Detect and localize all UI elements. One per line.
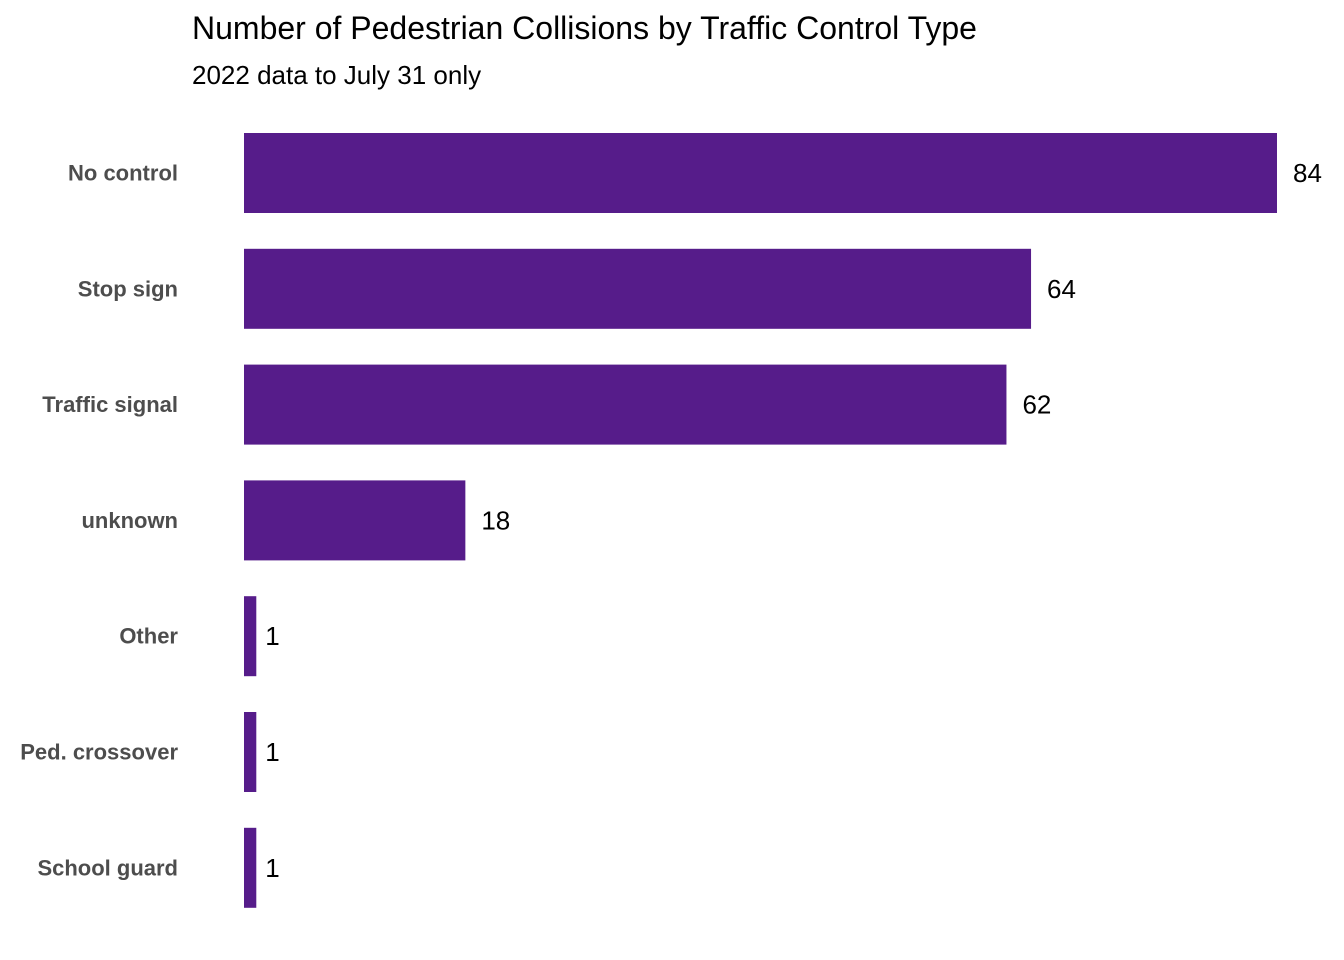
bar-no-control — [244, 133, 1277, 213]
category-label-no-control: No control — [68, 161, 178, 186]
value-labels-group: 84 64 62 18 1 1 1 — [265, 158, 1322, 883]
chart-title: Number of Pedestrian Collisions by Traff… — [192, 10, 977, 46]
bar-ped-crossover — [244, 712, 257, 792]
bar-school-guard — [244, 827, 257, 908]
category-label-ped-crossover: Ped. crossover — [20, 740, 178, 765]
bars-group — [244, 133, 1277, 908]
value-label-stop-sign: 64 — [1047, 274, 1076, 304]
category-label-school-guard: School guard — [37, 855, 178, 880]
bar-traffic-signal — [244, 364, 1007, 445]
bar-unknown — [244, 480, 466, 561]
value-label-ped-crossover: 1 — [265, 737, 279, 767]
category-label-other: Other — [119, 624, 178, 649]
category-labels-group: No control Stop sign Traffic signal unknown… — [20, 161, 178, 881]
bar-stop-sign — [244, 248, 1032, 329]
value-label-school-guard: 1 — [265, 853, 279, 883]
category-label-unknown: unknown — [81, 508, 178, 533]
value-label-traffic-signal: 62 — [1022, 390, 1051, 420]
chart-subtitle: 2022 data to July 31 only — [192, 60, 482, 90]
value-label-other: 1 — [265, 621, 279, 651]
category-label-stop-sign: Stop sign — [78, 276, 178, 301]
category-label-traffic-signal: Traffic signal — [42, 392, 178, 417]
bar-other — [244, 596, 257, 677]
value-label-unknown: 18 — [481, 505, 510, 535]
value-label-no-control: 84 — [1293, 158, 1322, 188]
